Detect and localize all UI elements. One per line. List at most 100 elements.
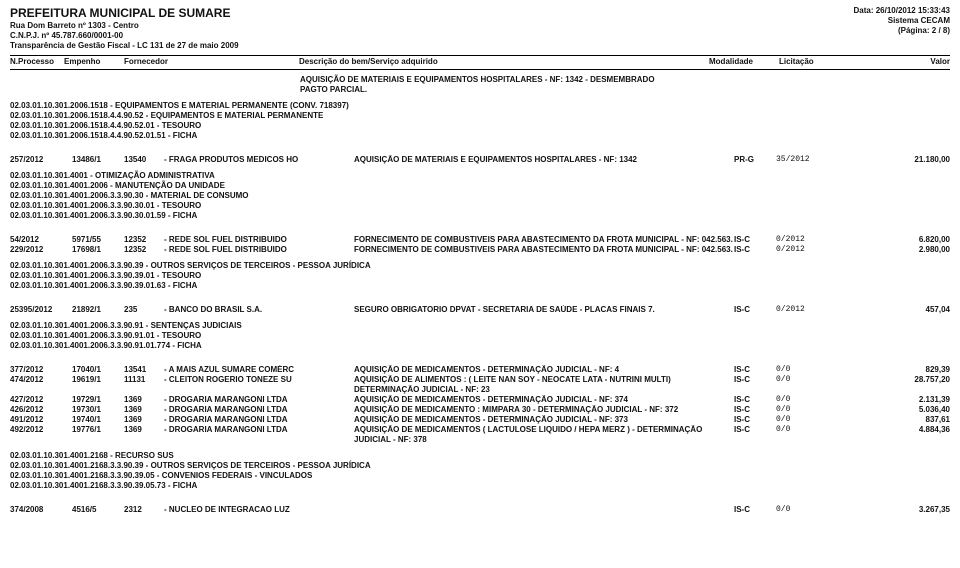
cell-processo: 492/2012 (10, 425, 72, 435)
cell-forn-code: 12352 (124, 245, 164, 255)
cell-empenho: 4516/5 (72, 505, 124, 515)
cell-processo: 474/2012 (10, 375, 72, 385)
cell-forn-code: 11131 (124, 375, 164, 385)
cell-desc: AQUISIÇÃO DE MEDICAMENTO : MIMPARA 30 - … (354, 405, 734, 415)
cell-mod: IS-C (734, 425, 776, 435)
cell-val: 837,61 (846, 415, 950, 425)
cell-forn-name: - DROGARIA MARANGONI LTDA (164, 415, 354, 425)
budget-code: 02.03.01.10.301.4001.2006 - MANUTENÇÃO D… (10, 181, 950, 191)
cell-forn-name: - FRAGA PRODUTOS MEDICOS HO (164, 155, 354, 165)
budget-code: 02.03.01.10.301.2006.1518.4.4.90.52.01.5… (10, 131, 950, 141)
cell-forn-code: 13541 (124, 365, 164, 375)
cell-empenho: 21892/1 (72, 305, 124, 315)
ledger-row: 257/2012 13486/1 13540 - FRAGA PRODUTOS … (10, 155, 950, 165)
cell-forn-code: 13540 (124, 155, 164, 165)
cell-val: 28.757,20 (846, 375, 950, 385)
system-name: Sistema CECAM (853, 16, 950, 26)
cell-forn-name: - DROGARIA MARANGONI LTDA (164, 425, 354, 435)
cell-mod: IS-C (734, 415, 776, 425)
cell-forn-name: - REDE SOL FUEL DISTRIBUIDO (164, 245, 354, 255)
cell-processo: 229/2012 (10, 245, 72, 255)
cell-forn-name: - DROGARIA MARANGONI LTDA (164, 395, 354, 405)
cell-forn-code: 12352 (124, 235, 164, 245)
cell-val: 6.820,00 (846, 235, 950, 245)
cell-mod: IS-C (734, 405, 776, 415)
cell-desc: JUDICIAL - NF: 378 (354, 435, 734, 445)
budget-code: 02.03.01.10.301.4001 - OTIMIZAÇÃO ADMINI… (10, 171, 950, 181)
budget-code: 02.03.01.10.301.4001.2168 - RECURSO SUS (10, 451, 950, 461)
cell-empenho: 5971/55 (72, 235, 124, 245)
col-valor: Valor (849, 57, 950, 67)
cell-desc: SEGURO OBRIGATORIO DPVAT - SECRETARIA DE… (354, 305, 734, 315)
cell-forn-code: 1369 (124, 395, 164, 405)
cell-lic: 0/2012 (776, 235, 846, 245)
cell-val: 2.980,00 (846, 245, 950, 255)
cell-mod: IS-C (734, 395, 776, 405)
cell-desc: AQUISIÇÃO DE MEDICAMENTOS - DETERMINAÇÃO… (354, 395, 734, 405)
header-left: PREFEITURA MUNICIPAL DE SUMARE Rua Dom B… (10, 6, 239, 51)
cell-processo: 257/2012 (10, 155, 72, 165)
cell-processo: 427/2012 (10, 395, 72, 405)
col-empenho: Empenho (64, 57, 124, 67)
cell-empenho: 19776/1 (72, 425, 124, 435)
cell-desc: FORNECIMENTO DE COMBUSTIVEIS PARA ABASTE… (354, 235, 734, 245)
cell-val: 21.180,00 (846, 155, 950, 165)
ledger-row: 492/2012 19776/1 1369 - DROGARIA MARANGO… (10, 425, 950, 435)
header-right: Data: 26/10/2012 15:33:43 Sistema CECAM … (853, 6, 950, 51)
cell-forn-code: 235 (124, 305, 164, 315)
org-name: PREFEITURA MUNICIPAL DE SUMARE (10, 6, 239, 21)
cell-processo: 426/2012 (10, 405, 72, 415)
cell-forn-code: 1369 (124, 415, 164, 425)
cell-empenho: 17698/1 (72, 245, 124, 255)
cell-lic: 0/2012 (776, 305, 846, 315)
budget-code: 02.03.01.10.301.4001.2006.3.3.90.39 - OU… (10, 261, 950, 271)
budget-code: 02.03.01.10.301.2006.1518.4.4.90.52.01 -… (10, 121, 950, 131)
budget-code: 02.03.01.10.301.4001.2006.3.3.90.30.01.5… (10, 211, 950, 221)
ledger-row: 491/2012 19740/1 1369 - DROGARIA MARANGO… (10, 415, 950, 425)
cell-forn-code: 1369 (124, 405, 164, 415)
cell-processo: 491/2012 (10, 415, 72, 425)
desc-line: PAGTO PARCIAL. (300, 85, 950, 95)
budget-code: 02.03.01.10.301.4001.2168.3.3.90.39 - OU… (10, 461, 950, 471)
cell-empenho: 19740/1 (72, 415, 124, 425)
budget-code: 02.03.01.10.301.2006.1518.4.4.90.52 - EQ… (10, 111, 950, 121)
budget-code: 02.03.01.10.301.4001.2168.3.3.90.39.05 -… (10, 471, 950, 481)
cell-val: 457,04 (846, 305, 950, 315)
cell-lic: 0/0 (776, 375, 846, 385)
ledger-row: 25395/2012 21892/1 235 - BANCO DO BRASIL… (10, 305, 950, 315)
cell-empenho: 19729/1 (72, 395, 124, 405)
divider-top (10, 55, 950, 56)
cell-desc: AQUISIÇÃO DE MEDICAMENTOS ( LACTULOSE LI… (354, 425, 734, 435)
cell-mod: PR-G (734, 155, 776, 165)
ledger-row: 426/2012 19730/1 1369 - DROGARIA MARANGO… (10, 405, 950, 415)
ledger-row-continuation: JUDICIAL - NF: 378 (10, 435, 950, 445)
cell-lic: 0/0 (776, 365, 846, 375)
org-law: Transparência de Gestão Fiscal - LC 131 … (10, 41, 239, 51)
cell-mod: IS-C (734, 375, 776, 385)
ledger-row: 54/2012 5971/55 12352 - REDE SOL FUEL DI… (10, 235, 950, 245)
divider-bottom (10, 69, 950, 70)
budget-code: 02.03.01.10.301.4001.2006.3.3.90.39.01 -… (10, 271, 950, 281)
org-address: Rua Dom Barreto nº 1303 - Centro (10, 21, 239, 31)
cell-lic: 0/0 (776, 415, 846, 425)
budget-code: 02.03.01.10.301.4001.2006.3.3.90.91 - SE… (10, 321, 950, 331)
body: AQUISIÇÃO DE MATERIAIS E EQUIPAMENTOS HO… (0, 71, 960, 515)
budget-code: 02.03.01.10.301.4001.2006.3.3.90.30.01 -… (10, 201, 950, 211)
cell-forn-name: - DROGARIA MARANGONI LTDA (164, 405, 354, 415)
page-counter: (Página: 2 / 8) (853, 26, 950, 36)
cell-desc: AQUISIÇÃO DE MATERIAIS E EQUIPAMENTOS HO… (354, 155, 734, 165)
ledger-row: 474/2012 19619/1 11131 - CLEITON ROGERIO… (10, 375, 950, 385)
cell-desc: AQUISIÇÃO DE MEDICAMENTOS - DETERMINAÇÃO… (354, 365, 734, 375)
cell-val: 829,39 (846, 365, 950, 375)
cell-mod: IS-C (734, 305, 776, 315)
cell-lic: 0/2012 (776, 245, 846, 255)
cell-desc: AQUISIÇÃO DE MEDICAMENTOS - DETERMINAÇÃO… (354, 415, 734, 425)
col-modalidade: Modalidade (709, 57, 779, 67)
cell-forn-name: - A MAIS AZUL SUMARE COMÉRC (164, 365, 354, 375)
budget-code: 02.03.01.10.301.4001.2006.3.3.90.30 - MA… (10, 191, 950, 201)
page-header: PREFEITURA MUNICIPAL DE SUMARE Rua Dom B… (0, 0, 960, 53)
cell-processo: 54/2012 (10, 235, 72, 245)
cell-desc: AQUISIÇÃO DE ALIMENTOS : ( LEITE NAN SOY… (354, 375, 734, 385)
ledger-row: 377/2012 17040/1 13541 - A MAIS AZUL SUM… (10, 365, 950, 375)
cell-mod: IS-C (734, 235, 776, 245)
